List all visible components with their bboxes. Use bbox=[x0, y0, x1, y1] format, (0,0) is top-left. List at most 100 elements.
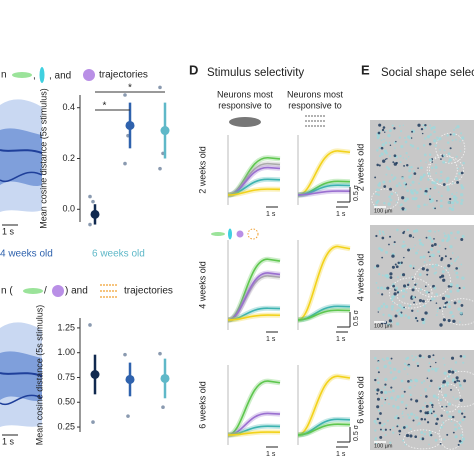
cell bbox=[438, 137, 442, 141]
cell bbox=[395, 265, 399, 269]
cell bbox=[443, 363, 446, 366]
cell bbox=[384, 377, 388, 382]
cell bbox=[445, 410, 449, 414]
cell bbox=[419, 242, 423, 246]
cell bbox=[396, 291, 400, 294]
cell bbox=[384, 390, 388, 395]
cell bbox=[457, 256, 459, 258]
cell bbox=[427, 230, 430, 232]
cell bbox=[393, 241, 396, 244]
cell bbox=[440, 256, 444, 260]
cell bbox=[461, 441, 464, 444]
cell bbox=[400, 379, 404, 383]
data-point bbox=[158, 351, 162, 356]
cell bbox=[403, 367, 407, 371]
scale-label: 1 s bbox=[336, 336, 346, 343]
cell bbox=[424, 126, 427, 130]
cell bbox=[456, 180, 460, 184]
cell bbox=[379, 412, 382, 415]
cell bbox=[392, 302, 395, 304]
cell bbox=[416, 319, 419, 322]
trace bbox=[227, 188, 281, 196]
cell bbox=[376, 134, 381, 138]
cell bbox=[441, 270, 445, 274]
cell bbox=[398, 433, 401, 436]
cell bbox=[433, 186, 437, 190]
cell bbox=[377, 307, 381, 311]
trajectory-band bbox=[0, 128, 42, 187]
cell bbox=[461, 276, 465, 280]
cell bbox=[377, 286, 380, 289]
cell bbox=[400, 144, 404, 149]
cell bbox=[419, 437, 422, 441]
cell bbox=[429, 379, 433, 383]
cell bbox=[445, 381, 450, 385]
cell bbox=[408, 175, 412, 179]
scale-label: 100 µm bbox=[374, 323, 393, 329]
cell bbox=[388, 180, 392, 183]
cell bbox=[462, 161, 465, 165]
cell bbox=[422, 173, 426, 177]
cell bbox=[383, 138, 386, 141]
green-pill bbox=[23, 288, 43, 294]
cell bbox=[440, 174, 442, 177]
cell bbox=[398, 312, 402, 316]
cell bbox=[388, 361, 392, 365]
cell bbox=[400, 261, 403, 264]
cell bbox=[447, 295, 451, 299]
heading-text: , and bbox=[49, 71, 71, 82]
cell bbox=[380, 305, 384, 308]
cell bbox=[452, 396, 455, 398]
cell bbox=[430, 126, 433, 130]
cell bbox=[454, 361, 458, 364]
cell bbox=[405, 286, 408, 288]
y-axis-label: Mean cosine distance (5s stimulus) bbox=[34, 305, 44, 446]
cell bbox=[461, 136, 465, 140]
cell bbox=[376, 392, 379, 395]
cell bbox=[384, 158, 387, 161]
significance-label: * bbox=[103, 101, 107, 112]
cell bbox=[455, 271, 459, 275]
cell bbox=[414, 317, 418, 320]
cell bbox=[385, 151, 388, 155]
cell bbox=[378, 123, 382, 127]
cell bbox=[458, 381, 461, 385]
cell bbox=[404, 443, 407, 446]
cell bbox=[410, 166, 413, 169]
scale-label: 0.5 σ bbox=[353, 424, 360, 441]
column-header: responsive to bbox=[288, 100, 342, 110]
trajectory-band bbox=[0, 351, 42, 402]
cell bbox=[429, 401, 432, 405]
cell bbox=[396, 425, 399, 428]
cell bbox=[380, 390, 384, 394]
row-label: 4 weeks old bbox=[355, 254, 365, 302]
cell bbox=[406, 373, 409, 375]
cell bbox=[431, 244, 434, 248]
cell bbox=[412, 247, 415, 250]
cell bbox=[415, 251, 418, 255]
cell bbox=[416, 147, 420, 150]
cell bbox=[389, 198, 393, 202]
cell bbox=[429, 198, 431, 201]
trace bbox=[297, 309, 351, 321]
cell bbox=[383, 185, 387, 188]
cell bbox=[419, 159, 422, 162]
cell bbox=[435, 271, 438, 274]
cell bbox=[417, 208, 420, 211]
cell bbox=[443, 438, 446, 441]
cell bbox=[426, 204, 428, 206]
cell bbox=[383, 386, 386, 389]
cell-outline bbox=[437, 383, 461, 413]
cell bbox=[375, 234, 378, 238]
cell bbox=[395, 184, 399, 188]
cell bbox=[437, 250, 440, 254]
cell bbox=[446, 176, 450, 180]
data-point bbox=[88, 323, 92, 327]
cell bbox=[395, 140, 397, 143]
cell bbox=[403, 362, 407, 365]
cell bbox=[380, 139, 383, 142]
cell bbox=[382, 126, 386, 129]
cell bbox=[417, 167, 419, 169]
cell bbox=[440, 425, 444, 429]
cell bbox=[455, 155, 458, 158]
